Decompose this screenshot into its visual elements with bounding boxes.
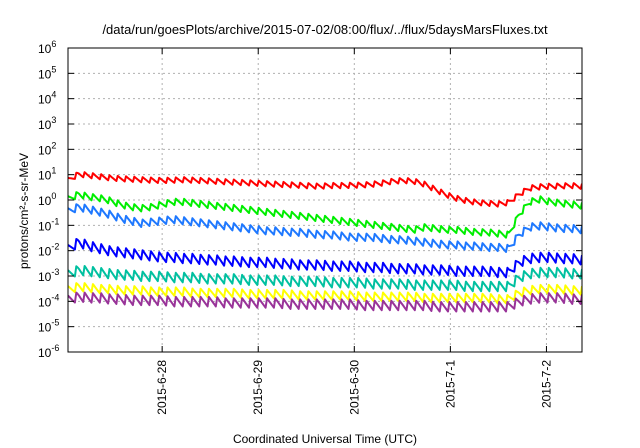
y-tick-label: 100 — [38, 191, 56, 208]
x-tick-labels: 2015-6-28 2015-6-29 2015-6-30 2015-7-1 2015-… — [155, 360, 553, 415]
y-tick-label: 10-2 — [38, 242, 59, 259]
y-tick-label: 10-6 — [38, 343, 59, 360]
series-line-4 — [68, 238, 582, 279]
y-tick-label: 102 — [38, 140, 56, 157]
series-line-6 — [68, 282, 582, 305]
y-tick-label: 10-5 — [38, 318, 59, 335]
series-line-1 — [68, 171, 582, 208]
series-line-5 — [68, 265, 582, 293]
plot-frame — [67, 47, 583, 353]
axes — [67, 47, 583, 353]
y-tick-label: 10-4 — [38, 292, 59, 309]
y-tick-label: 106 — [38, 39, 56, 56]
y-tick-label: 104 — [38, 90, 56, 107]
series-line-7 — [68, 291, 582, 313]
y-tick-labels: 10-6 10-5 10-4 10-3 10-2 10-1 100 101 102 103 104 1… — [38, 39, 59, 360]
chart-title: /data/run/goesPlots/archive/2015-07-02/0… — [102, 22, 548, 37]
x-tick-label: 2015-7-2 — [539, 360, 553, 408]
x-axis-label: Coordinated Universal Time (UTC) — [233, 432, 417, 446]
y-tick-label: 103 — [38, 115, 56, 132]
y-tick-label: 101 — [38, 166, 56, 183]
x-tick-label: 2015-7-1 — [443, 360, 457, 408]
x-tick-label: 2015-6-28 — [155, 360, 169, 415]
grid — [68, 48, 582, 352]
y-tick-label: 105 — [38, 64, 56, 81]
series-line-3 — [68, 203, 582, 253]
series-lines — [68, 171, 582, 313]
y-axis-label: protons/cm²-s-sr-MeV — [17, 153, 31, 269]
x-tick-label: 2015-6-29 — [251, 360, 265, 415]
x-tick-label: 2015-6-30 — [347, 360, 361, 415]
y-tick-label: 10-1 — [38, 216, 59, 233]
y-tick-label: 10-3 — [38, 267, 59, 284]
series-line-2 — [68, 191, 582, 239]
